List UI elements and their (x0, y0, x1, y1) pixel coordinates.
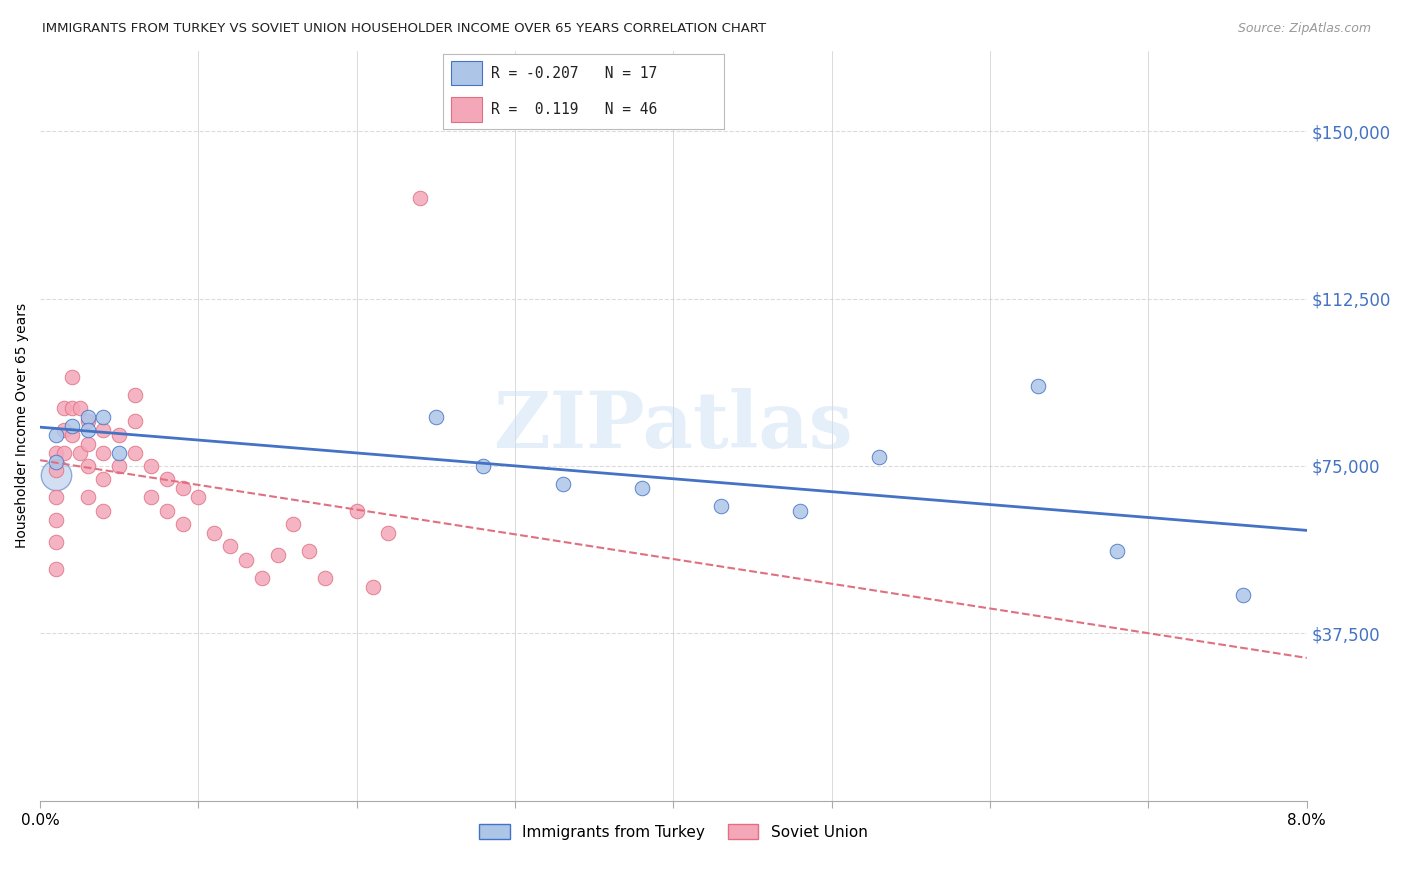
Point (283, 516, 305, 531)
Point (202, 525, 225, 540)
Point (93, 472, 115, 486)
Point (346, 503, 368, 517)
Legend: Immigrants from Turkey, Soviet Union: Immigrants from Turkey, Soviet Union (474, 818, 873, 846)
Point (45, 463, 67, 477)
Point (108, 458, 131, 473)
Point (172, 481, 194, 495)
Point (45, 454, 67, 468)
Point (1026, 378, 1049, 392)
Point (52, 445, 75, 459)
Point (187, 490, 209, 504)
Point (156, 503, 179, 517)
Point (76, 490, 98, 504)
Point (124, 414, 146, 428)
Point (45, 562, 67, 576)
Point (472, 458, 495, 473)
Point (139, 458, 162, 473)
Point (45, 490, 67, 504)
Point (124, 387, 146, 401)
Point (60, 418, 83, 433)
Point (409, 191, 432, 205)
Point (124, 445, 146, 459)
Point (425, 409, 447, 424)
Text: Source: ZipAtlas.com: Source: ZipAtlas.com (1237, 22, 1371, 36)
Point (45, 445, 67, 459)
Point (52, 423, 75, 437)
Point (45, 512, 67, 526)
Text: ZIPatlas: ZIPatlas (494, 388, 853, 464)
Point (76, 423, 98, 437)
Point (630, 481, 652, 495)
Point (250, 571, 273, 585)
Point (93, 409, 115, 424)
Point (361, 580, 384, 594)
Point (139, 490, 162, 504)
Point (60, 401, 83, 415)
Point (1232, 589, 1254, 603)
Point (45, 534, 67, 549)
Point (76, 409, 98, 424)
Point (76, 414, 98, 428)
Point (45, 467, 67, 482)
Point (93, 445, 115, 459)
Point (52, 401, 75, 415)
Point (93, 503, 115, 517)
Point (76, 436, 98, 450)
Point (93, 423, 115, 437)
Point (172, 516, 194, 531)
Point (69, 401, 91, 415)
Text: R =  0.119   N = 46: R = 0.119 N = 46 (491, 102, 657, 117)
Point (108, 427, 131, 442)
Y-axis label: Householder Income Over 65 years: Householder Income Over 65 years (15, 303, 30, 549)
Point (108, 445, 131, 459)
Point (710, 499, 733, 513)
Point (1105, 544, 1128, 558)
Point (76, 458, 98, 473)
Point (377, 525, 399, 540)
Point (551, 476, 574, 491)
Point (868, 450, 890, 464)
Point (314, 571, 336, 585)
Text: IMMIGRANTS FROM TURKEY VS SOVIET UNION HOUSEHOLDER INCOME OVER 65 YEARS CORRELAT: IMMIGRANTS FROM TURKEY VS SOVIET UNION H… (42, 22, 766, 36)
Bar (451, 62, 482, 86)
Point (789, 503, 811, 517)
Point (45, 427, 67, 442)
Point (60, 369, 83, 384)
Point (219, 539, 242, 553)
Point (266, 549, 288, 563)
Point (235, 553, 257, 567)
Point (298, 544, 321, 558)
Point (69, 445, 91, 459)
Text: R = -0.207   N = 17: R = -0.207 N = 17 (491, 66, 657, 81)
Point (60, 427, 83, 442)
Bar (451, 97, 482, 122)
Point (156, 472, 179, 486)
